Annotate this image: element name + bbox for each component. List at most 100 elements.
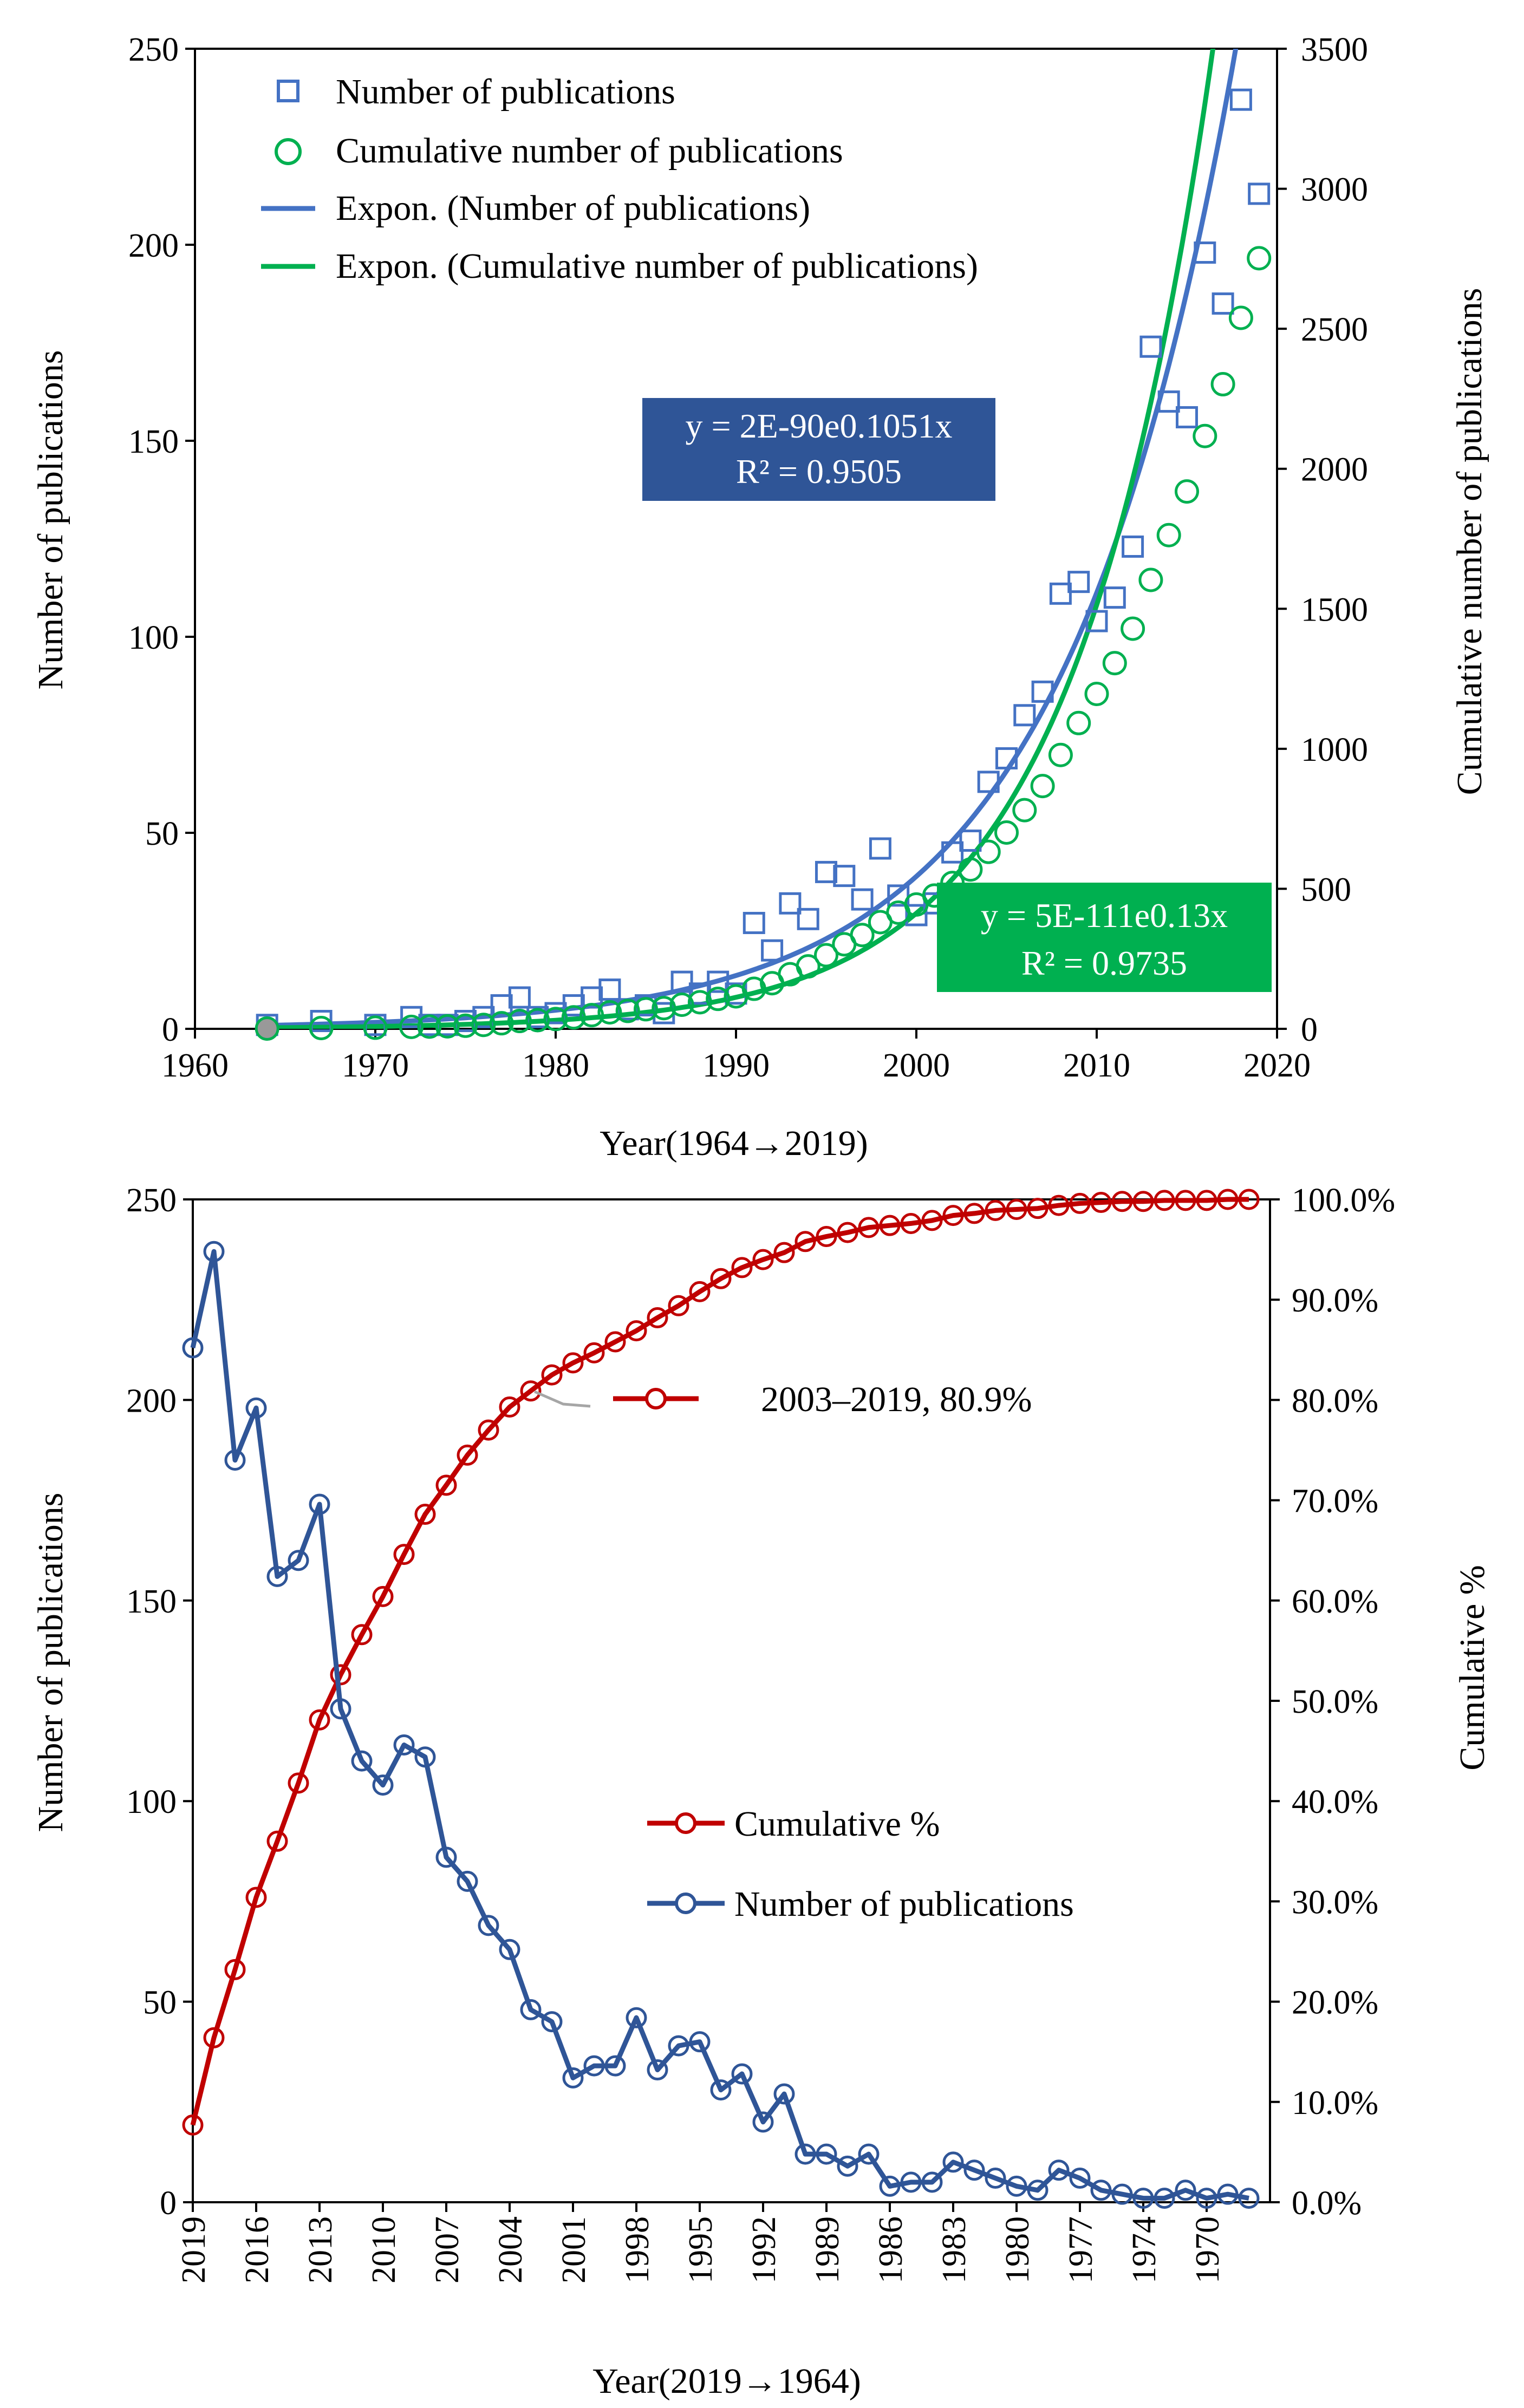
data-point-circle (669, 993, 694, 1017)
trendlines-top (267, 49, 1239, 1029)
x-tick-label: 2001 (556, 2216, 592, 2283)
x-tick-label: 2019 (175, 2216, 212, 2283)
chart-bottom: 2019 2016 2013 2010 2007 2004 2001 1998 1995 1992… (31, 1182, 1492, 2401)
data-point-square (670, 970, 693, 993)
publications-point (245, 1397, 267, 1419)
data-point-circle (435, 1014, 460, 1039)
publications-point (773, 2083, 795, 2105)
x-tick-label: 2000 (883, 1047, 950, 1084)
publications-point (942, 2151, 964, 2173)
x-tick-label: 1986 (872, 2216, 909, 2283)
data-point-circle (1193, 423, 1217, 448)
publications-point (520, 1999, 542, 2020)
data-point-circle (1156, 523, 1181, 547)
y-tick-label: 100 (126, 1784, 177, 1820)
publications-point (794, 2143, 816, 2165)
series-number-of-publications-bottom (182, 1241, 1260, 2209)
cumulative-percent-point (773, 1242, 795, 1263)
cumulative-percent-point (562, 1352, 584, 1374)
data-point-square (887, 884, 910, 907)
x-tick-label: 1983 (936, 2216, 973, 2283)
cumulative-percent-point (393, 1544, 415, 1565)
publications-point (499, 1939, 520, 1960)
publications-point (731, 2063, 753, 2085)
legend-marker-number (675, 1893, 696, 1914)
plot-area-bottom (192, 1198, 1271, 2203)
publications-point (583, 2055, 605, 2077)
x-tick-label: 2007 (429, 2216, 466, 2283)
cumulative-percent-point (816, 1226, 837, 1248)
data-point-square (400, 1006, 423, 1028)
y2-tick-label: 0 (1301, 1012, 1318, 1048)
y2-tick-labels-bottom: 0.0% 10.0% 20.0% 30.0% 40.0% 50.0% 60.0% 70.0% 8… (1270, 1182, 1395, 2222)
cumulative-percent-point (731, 1257, 753, 1278)
cumulative-percent-point (1154, 1190, 1175, 1211)
cumulative-percent-point (182, 2114, 204, 2136)
data-point-square (833, 865, 856, 887)
data-point-square (562, 994, 585, 1017)
data-point-square (995, 747, 1018, 769)
y-tick-labels-top: 0 50 100 150 200 250 (128, 31, 195, 1048)
cumulative-percent-point (1238, 1189, 1260, 1210)
data-point-circle (1066, 710, 1091, 735)
publications-point (816, 2143, 837, 2165)
legend-label-cumulative: Cumulative number of publications (336, 131, 843, 171)
y2-tick-label: 90.0% (1292, 1282, 1378, 1319)
legend-marker-circle (275, 138, 302, 165)
y2-tick-label: 0.0% (1292, 2185, 1362, 2222)
publications-point (393, 1734, 415, 1756)
publications-point (414, 1746, 436, 1768)
cumulative-percent-point (837, 1222, 858, 1243)
legend-label-number-bottom: Number of publications (734, 1884, 1074, 1924)
data-point-square (1212, 292, 1234, 315)
publications-point (182, 1337, 204, 1359)
publications-point (1006, 2175, 1027, 2197)
annotation-label: 2003‒2019, 80.9% (761, 1380, 1032, 1419)
data-point-circle (634, 997, 658, 1022)
publications-point (752, 2111, 774, 2133)
y2-tick-label: 80.0% (1292, 1382, 1378, 1419)
data-point-circle (1247, 246, 1272, 271)
y2-tick-label: 20.0% (1292, 1985, 1378, 2021)
legend-top: Number of publications Cumulative number… (261, 72, 978, 286)
publications-point (541, 2011, 563, 2033)
data-point-circle (976, 839, 1001, 864)
cumulative-percent-point (1175, 1190, 1196, 1211)
x-axis-title-top: Year(1964→2019) (600, 1124, 868, 1163)
data-point-square (815, 860, 837, 883)
y-axis-title-bottom: Number of publications (31, 1493, 70, 1832)
publications-point (309, 1493, 330, 1515)
cumulative-percent-point (1132, 1191, 1154, 1212)
publications-point (457, 1870, 478, 1892)
data-point-square (1176, 406, 1198, 429)
data-point-circle (1102, 651, 1127, 676)
y2-axis-title-top: Cumulative number of publications (1450, 288, 1489, 795)
y2-axis-title-bottom: Cumulative % (1453, 1565, 1492, 1770)
y2-tick-label: 60.0% (1292, 1583, 1378, 1620)
y2-tick-label: 3500 (1301, 31, 1368, 68)
publications-point (224, 1450, 246, 1471)
data-point-circle (814, 943, 838, 968)
y-tick-label: 250 (128, 31, 179, 68)
publications-point (1154, 2188, 1175, 2209)
publications-point (1238, 2188, 1260, 2209)
cumulative-percent-point (372, 1585, 394, 1607)
data-point-circle (741, 976, 766, 1001)
y-tick-label: 150 (126, 1583, 177, 1620)
publications-point (288, 1550, 309, 1571)
data-point-circle (399, 1014, 424, 1039)
x-tick-label: 1970 (342, 1047, 409, 1084)
y2-tick-label: 50.0% (1292, 1683, 1378, 1720)
svg-text:y = 5E-111e0.13x: y = 5E-111e0.13x (981, 896, 1228, 935)
data-point-circle (615, 999, 640, 1023)
cumulative-percent-point (330, 1664, 351, 1686)
data-point-square (761, 939, 784, 962)
publications-point (710, 2079, 732, 2101)
data-point-circle (652, 996, 676, 1021)
legend-label-expon-number: Expon. (Number of publications) (336, 188, 810, 228)
data-point-circle (1138, 567, 1163, 592)
publications-point (1196, 2188, 1217, 2209)
publications-point (1090, 2179, 1112, 2201)
x-axis-title-bottom: Year(2019→1964) (592, 2361, 861, 2401)
data-point-square (598, 978, 621, 1001)
